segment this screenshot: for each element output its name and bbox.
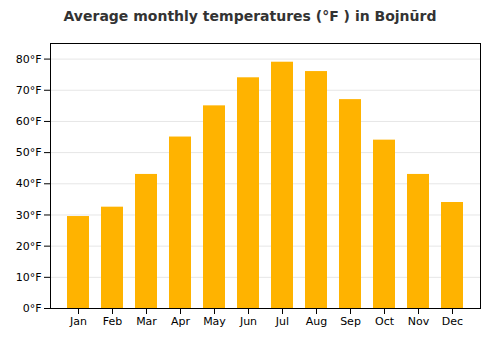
svg-text:Jun: Jun [239, 315, 257, 328]
html-text:Average monthly temperatures (: Average monthly temperatures (°F ) in Bo… [63, 8, 437, 24]
svg-text:70°F: 70°F [16, 84, 42, 97]
svg-text:Nov: Nov [408, 315, 430, 328]
svg-text:Oct: Oct [375, 315, 395, 328]
svg-text:50°F: 50°F [16, 146, 42, 159]
svg-text:Aug: Aug [306, 315, 327, 328]
svg-text:60°F: 60°F [16, 115, 42, 128]
svg-text:Jan: Jan [69, 315, 87, 328]
svg-text:Feb: Feb [103, 315, 122, 328]
svg-text:Mar: Mar [136, 315, 157, 328]
svg-text:80°F: 80°F [16, 53, 42, 66]
svg-text:Sep: Sep [340, 315, 361, 328]
svg-text:Dec: Dec [442, 315, 463, 328]
svg-text:20°F: 20°F [16, 240, 42, 253]
svg-text:May: May [203, 315, 226, 328]
svg-text:10°F: 10°F [16, 271, 42, 284]
svg-text:Jul: Jul [275, 315, 289, 328]
svg-text:40°F: 40°F [16, 177, 42, 190]
svg-text:30°F: 30°F [16, 208, 42, 221]
svg-text:0°F: 0°F [23, 302, 42, 315]
svg-text:Apr: Apr [171, 315, 191, 328]
